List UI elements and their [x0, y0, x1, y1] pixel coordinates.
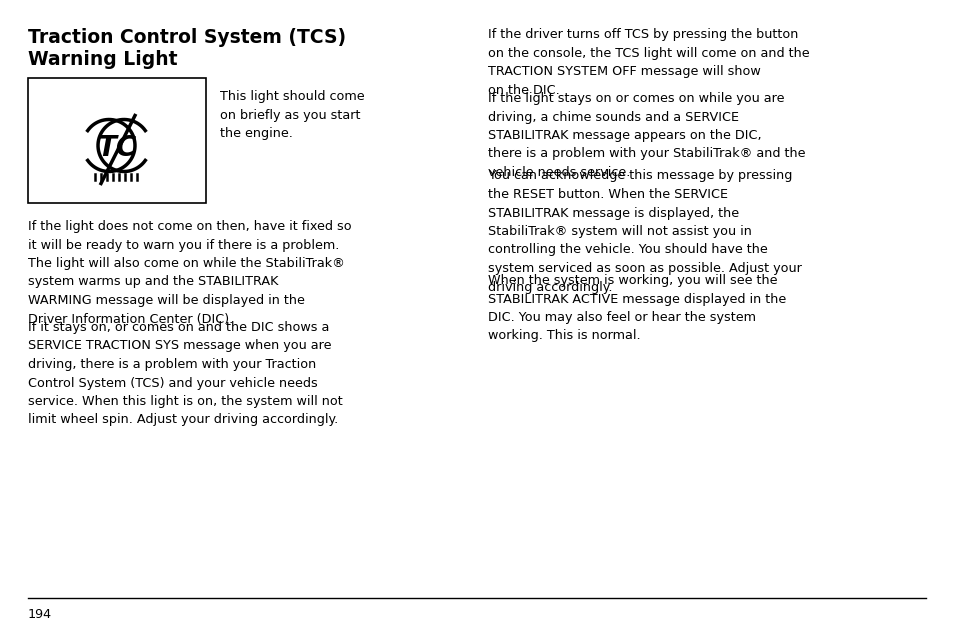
Text: This light should come
on briefly as you start
the engine.: This light should come on briefly as you…: [220, 90, 364, 140]
Text: 194: 194: [28, 608, 52, 621]
Text: If it stays on, or comes on and the DIC shows a
SERVICE TRACTION SYS message whe: If it stays on, or comes on and the DIC …: [28, 321, 342, 427]
Text: If the light does not come on then, have it fixed so
it will be ready to warn yo: If the light does not come on then, have…: [28, 220, 352, 251]
Text: You can acknowledge this message by pressing
the RESET button. When the SERVICE
: You can acknowledge this message by pres…: [488, 170, 801, 293]
Text: Traction Control System (TCS): Traction Control System (TCS): [28, 28, 346, 47]
Text: If the light stays on or comes on while you are
driving, a chime sounds and a SE: If the light stays on or comes on while …: [488, 92, 804, 179]
Bar: [28, 78, 206, 203]
Text: Warning Light: Warning Light: [28, 50, 177, 69]
Text: TC: TC: [97, 134, 136, 162]
Text: When the system is working, you will see the
STABILITRAK ACTIVE message displaye: When the system is working, you will see…: [488, 274, 785, 343]
Text: The light will also come on while the StabiliTrak®
system warms up and the STABI: The light will also come on while the St…: [28, 257, 345, 326]
Text: If the driver turns off TCS by pressing the button
on the console, the TCS light: If the driver turns off TCS by pressing …: [488, 28, 809, 97]
